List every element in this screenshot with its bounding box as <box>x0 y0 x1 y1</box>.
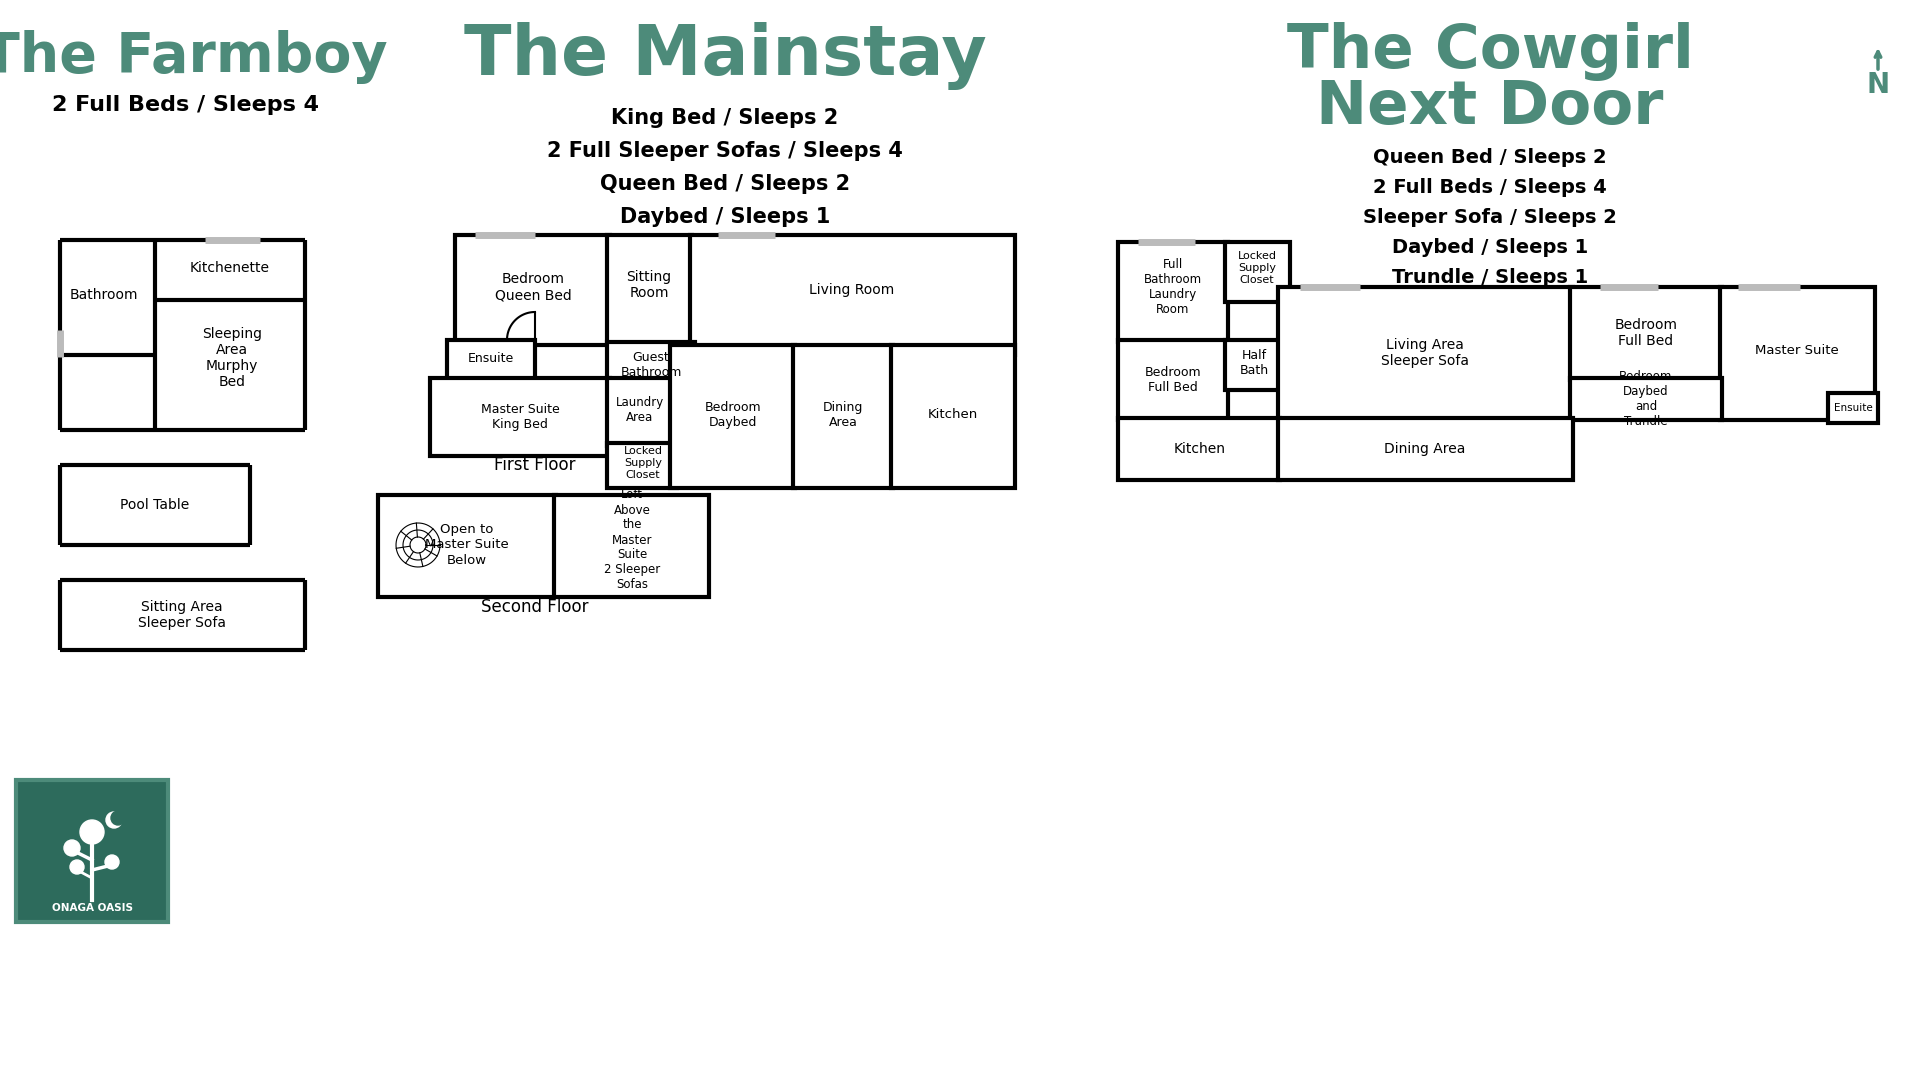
Text: Open to
Master Suite
Below: Open to Master Suite Below <box>424 524 509 567</box>
Bar <box>670 345 795 488</box>
Bar <box>793 345 893 488</box>
Bar <box>555 495 708 597</box>
Bar <box>1720 287 1876 420</box>
Bar <box>1571 287 1722 380</box>
Text: Pool Table: Pool Table <box>121 498 190 512</box>
Text: The Farmboy: The Farmboy <box>0 30 388 84</box>
Bar <box>1117 418 1281 480</box>
Text: Loft
Above
the
Master
Suite
2 Sleeper
Sofas: Loft Above the Master Suite 2 Sleeper So… <box>605 488 660 592</box>
Text: Next Door: Next Door <box>1317 78 1665 137</box>
Bar <box>1225 340 1283 390</box>
Text: Queen Bed / Sleeps 2: Queen Bed / Sleeps 2 <box>599 174 851 194</box>
Text: Queen Bed / Sleeps 2: Queen Bed / Sleeps 2 <box>1373 148 1607 167</box>
Bar <box>607 378 672 446</box>
Bar <box>1571 378 1722 420</box>
Text: Half
Bath: Half Bath <box>1240 349 1269 377</box>
Text: Full
Bathroom
Laundry
Room: Full Bathroom Laundry Room <box>1144 258 1202 316</box>
Text: Living Room: Living Room <box>810 283 895 297</box>
Circle shape <box>111 811 125 825</box>
Text: Second Floor: Second Floor <box>482 598 589 616</box>
Text: N: N <box>1866 71 1889 99</box>
Text: 2 Full Beds / Sleeps 4: 2 Full Beds / Sleeps 4 <box>52 95 319 114</box>
Text: Master Suite: Master Suite <box>1755 343 1839 356</box>
Text: Daybed / Sleeps 1: Daybed / Sleeps 1 <box>1392 238 1588 257</box>
Text: Ensuite: Ensuite <box>468 351 515 365</box>
Text: Laundry
Area: Laundry Area <box>616 396 664 424</box>
Text: Sitting
Room: Sitting Room <box>626 270 672 300</box>
Bar <box>1225 242 1290 302</box>
Bar <box>455 235 611 345</box>
Bar <box>1279 418 1572 480</box>
Bar <box>1117 242 1229 342</box>
Text: Dining Area: Dining Area <box>1384 442 1465 456</box>
Bar <box>430 378 611 456</box>
Text: First Floor: First Floor <box>493 456 576 474</box>
Circle shape <box>106 855 119 869</box>
Text: Daybed / Sleeps 1: Daybed / Sleeps 1 <box>620 207 829 227</box>
Text: Ensuite: Ensuite <box>1834 403 1872 413</box>
Bar <box>607 342 695 392</box>
Text: The Cowgirl: The Cowgirl <box>1286 22 1693 81</box>
Bar <box>1279 287 1572 420</box>
Text: Sleeping
Area
Murphy
Bed: Sleeping Area Murphy Bed <box>202 326 261 389</box>
Text: Bedroom
Daybed: Bedroom Daybed <box>705 401 762 429</box>
Bar <box>607 235 691 345</box>
Text: Guest
Bathroom: Guest Bathroom <box>620 351 682 379</box>
Text: Bathroom: Bathroom <box>69 288 138 302</box>
Bar <box>607 443 678 488</box>
Text: 2 Full Sleeper Sofas / Sleeps 4: 2 Full Sleeper Sofas / Sleeps 4 <box>547 141 902 161</box>
Circle shape <box>69 860 84 874</box>
Text: Bedroom
Full Bed: Bedroom Full Bed <box>1144 366 1202 394</box>
Text: 2 Full Beds / Sleeps 4: 2 Full Beds / Sleeps 4 <box>1373 178 1607 197</box>
Text: King Bed / Sleeps 2: King Bed / Sleeps 2 <box>611 108 839 129</box>
FancyBboxPatch shape <box>15 780 169 922</box>
Text: Bedroom
Full Bed: Bedroom Full Bed <box>1615 318 1678 348</box>
Text: The Mainstay: The Mainstay <box>465 22 987 90</box>
Text: Dining
Area: Dining Area <box>824 401 864 429</box>
Bar <box>447 340 536 380</box>
Bar <box>891 345 1016 488</box>
Text: Locked
Supply
Closet: Locked Supply Closet <box>624 446 662 480</box>
Bar <box>689 235 1016 355</box>
Text: Trundle / Sleeps 1: Trundle / Sleeps 1 <box>1392 268 1588 287</box>
Text: Sleeper Sofa / Sleeps 2: Sleeper Sofa / Sleeps 2 <box>1363 208 1617 227</box>
Circle shape <box>81 820 104 843</box>
Text: ONAGA OASIS: ONAGA OASIS <box>52 903 132 913</box>
Bar <box>1828 393 1878 423</box>
Circle shape <box>63 840 81 856</box>
Circle shape <box>106 812 123 828</box>
Bar <box>378 495 557 597</box>
Text: Master Suite
King Bed: Master Suite King Bed <box>480 403 559 431</box>
Text: Locked
Supply
Closet: Locked Supply Closet <box>1238 252 1277 285</box>
Text: Kitchenette: Kitchenette <box>190 261 271 275</box>
Text: Bedroom
Queen Bed: Bedroom Queen Bed <box>495 272 572 302</box>
Text: Living Area
Sleeper Sofa: Living Area Sleeper Sofa <box>1380 338 1469 368</box>
Text: Kitchen: Kitchen <box>927 408 977 421</box>
Text: Kitchen: Kitchen <box>1173 442 1227 456</box>
Text: Bedroom
Daybed
and
Trundle: Bedroom Daybed and Trundle <box>1619 370 1672 428</box>
Bar <box>1117 340 1229 420</box>
Text: Sitting Area
Sleeper Sofa: Sitting Area Sleeper Sofa <box>138 599 227 630</box>
